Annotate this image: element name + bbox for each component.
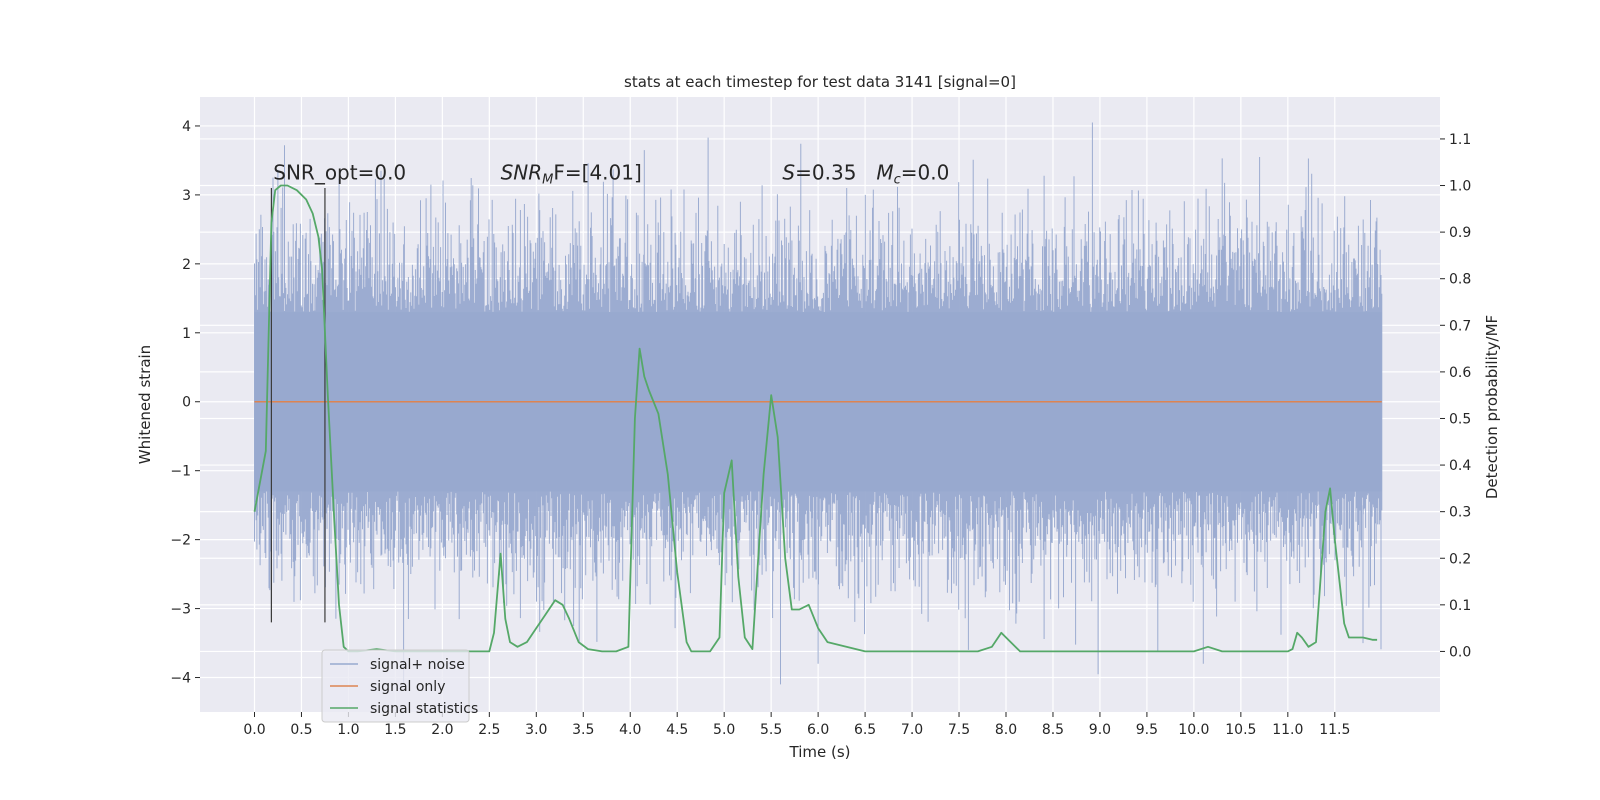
legend-box <box>321 649 470 723</box>
x-tick-label: 9.0 <box>1089 722 1111 738</box>
x-tick-label: 10.0 <box>1178 722 1209 738</box>
y-right-tick-label: 1.1 <box>1449 132 1471 148</box>
legend: signal+ noise signal only signal statist… <box>321 649 478 723</box>
right-y-axis-label: Detection probability/MF <box>1483 315 1501 499</box>
x-tick-label: 7.0 <box>901 722 923 738</box>
y-left-tick-label: 4 <box>182 119 191 135</box>
s-value: =0.35 <box>795 161 856 185</box>
x-tick-label: 7.5 <box>948 722 970 738</box>
chart-title: stats at each timestep for test data 314… <box>624 73 1016 91</box>
x-tick-label: 4.5 <box>666 722 688 738</box>
x-tick-label: 4.0 <box>619 722 641 738</box>
x-tick-label: 3.0 <box>525 722 547 738</box>
y-right-tick-label: 0.8 <box>1449 272 1471 288</box>
annotation-snr-mf: SNRMF=[4.01] <box>501 161 642 188</box>
mc-value: =0.0 <box>901 161 950 185</box>
y-left-tick-label: 2 <box>182 257 191 273</box>
mc-subscript: c <box>894 173 901 188</box>
x-tick-label: 10.5 <box>1225 722 1256 738</box>
x-tick-label: 2.0 <box>431 722 453 738</box>
y-left-tick-label: 3 <box>182 188 191 204</box>
left-y-axis-ticks: 4 3 2 1 0 −1 −2 −3 −4 <box>170 119 200 687</box>
annotation-s-stat: S=0.35 <box>782 161 856 185</box>
x-tick-label: 2.5 <box>478 722 500 738</box>
x-tick-label: 0.5 <box>290 722 312 738</box>
left-y-axis-label: Whitened strain <box>136 345 154 464</box>
right-y-axis-ticks: 1.1 1.0 0.9 0.8 0.7 0.6 0.5 0.4 0.3 0.2 0.1 0.0 <box>1440 132 1471 660</box>
y-left-tick-label: 0 <box>182 395 191 411</box>
y-right-tick-label: 0.9 <box>1449 225 1471 241</box>
x-tick-label: 1.0 <box>337 722 359 738</box>
x-tick-label: 3.5 <box>572 722 594 738</box>
y-right-tick-label: 0.4 <box>1449 458 1471 474</box>
snr-mf-subscript: M <box>542 173 553 188</box>
s-symbol: S <box>782 161 795 185</box>
y-right-tick-label: 0.3 <box>1449 505 1471 521</box>
x-tick-label: 5.0 <box>713 722 735 738</box>
y-right-tick-label: 0.0 <box>1449 644 1471 660</box>
y-right-tick-label: 0.1 <box>1449 598 1471 614</box>
x-tick-label: 6.0 <box>807 722 829 738</box>
mc-symbol: M <box>876 161 893 185</box>
x-tick-label: 8.5 <box>1042 722 1064 738</box>
x-tick-label: 9.5 <box>1136 722 1158 738</box>
legend-label-signal-statistics: signal statistics <box>370 701 478 717</box>
vertical-markers <box>270 188 326 623</box>
x-tick-label: 11.5 <box>1319 722 1350 738</box>
x-axis-label: Time (s) <box>789 743 851 761</box>
snr-mf-suffix: F=[4.01] <box>553 161 641 185</box>
x-tick-label: 8.0 <box>995 722 1017 738</box>
y-left-tick-label: −2 <box>170 533 191 549</box>
x-axis-ticks: 0.0 0.5 1.0 1.5 2.0 2.5 3.0 3.5 4.0 4.5 5.0 5.5 6.0 6… <box>243 712 1350 738</box>
y-right-tick-label: 0.7 <box>1449 318 1471 334</box>
legend-label-signal-only: signal only <box>370 679 445 695</box>
y-right-tick-label: 0.2 <box>1449 551 1471 567</box>
snr-mf-prefix: SNR <box>501 161 543 185</box>
x-tick-label: 0.0 <box>243 722 265 738</box>
y-left-tick-label: −1 <box>170 464 191 480</box>
legend-label-signal-plus-noise: signal+ noise <box>370 657 465 673</box>
y-left-tick-label: 1 <box>182 326 191 342</box>
x-tick-label: 5.5 <box>760 722 782 738</box>
y-right-tick-label: 0.5 <box>1449 411 1471 427</box>
annotation-mc-stat: Mc=0.0 <box>876 161 949 188</box>
y-right-tick-label: 0.6 <box>1449 365 1471 381</box>
y-left-tick-label: −4 <box>170 671 191 687</box>
y-left-tick-label: −3 <box>170 602 191 618</box>
y-right-tick-label: 1.0 <box>1449 179 1471 195</box>
x-tick-label: 11.0 <box>1272 722 1303 738</box>
annotation-snr-opt: SNR_opt=0.0 <box>273 161 406 185</box>
x-tick-label: 6.5 <box>854 722 876 738</box>
x-tick-label: 1.5 <box>384 722 406 738</box>
